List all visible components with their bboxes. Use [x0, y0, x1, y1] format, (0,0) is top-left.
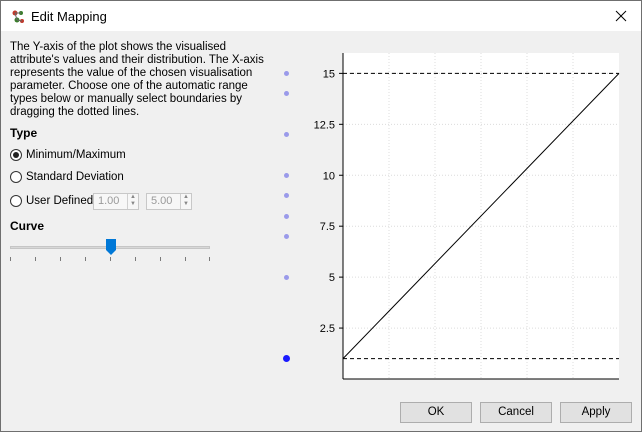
radio-label: User Defined	[26, 195, 94, 207]
slider-tick	[10, 257, 11, 261]
spin-up-icon[interactable]: ▲	[130, 194, 136, 200]
curve-slider[interactable]	[10, 237, 210, 261]
distribution-dot	[283, 213, 289, 219]
app-logo-icon	[12, 10, 24, 23]
slider-tick	[135, 257, 136, 261]
type-section-label: Type	[10, 126, 38, 140]
y-tick-label: 15	[323, 68, 335, 80]
description-text: The Y-axis of the plot shows the visuali…	[10, 41, 264, 118]
slider-tick	[35, 257, 36, 261]
radio-button[interactable]	[10, 171, 22, 183]
cancel-button[interactable]: Cancel	[480, 402, 552, 423]
y-tick-label: 12.5	[314, 119, 335, 131]
apply-button[interactable]: Apply	[560, 402, 632, 423]
radio-label: Minimum/Maximum	[26, 149, 126, 161]
slider-tick	[185, 257, 186, 261]
slider-tick	[160, 257, 161, 261]
radio-button[interactable]	[10, 195, 22, 207]
title-bar: Edit Mapping	[1, 1, 641, 31]
radio-button[interactable]	[10, 149, 22, 161]
y-tick-label: 2.5	[320, 323, 335, 335]
spin-arrows[interactable]: ▲ ▼	[180, 194, 191, 209]
slider-tick	[60, 257, 61, 261]
slider-tick	[209, 257, 210, 261]
distribution-dot	[283, 70, 289, 76]
distribution-dot	[283, 274, 289, 280]
user-min-spinbox[interactable]: 1.00 ▲ ▼	[93, 193, 139, 210]
user-max-spinbox[interactable]: 5.00 ▲ ▼	[146, 193, 192, 210]
spin-down-icon[interactable]: ▼	[183, 201, 189, 207]
radio-standard-deviation[interactable]: Standard Deviation	[10, 171, 124, 183]
window-title: Edit Mapping	[31, 9, 107, 24]
y-tick-label: 10	[323, 170, 335, 182]
mapping-plot[interactable]: 15 12.5 10 7.5 5 2.5	[301, 41, 631, 391]
slider-tick	[85, 257, 86, 261]
close-icon	[615, 10, 627, 22]
mapping-line	[342, 73, 620, 359]
curve-section-label: Curve	[10, 219, 45, 233]
close-button[interactable]	[601, 1, 641, 31]
y-tick-label: 7.5	[320, 221, 335, 233]
distribution-dot	[283, 233, 289, 239]
ok-button[interactable]: OK	[400, 402, 472, 423]
spin-down-icon[interactable]: ▼	[130, 201, 136, 207]
spin-arrows[interactable]: ▲ ▼	[127, 194, 138, 209]
distribution-dot	[283, 91, 289, 97]
y-tick-label: 5	[329, 272, 335, 284]
distribution-dot	[283, 172, 289, 178]
radio-label: Standard Deviation	[26, 171, 124, 183]
user-min-value: 1.00	[98, 195, 120, 207]
radio-minimum-maximum[interactable]: Minimum/Maximum	[10, 149, 126, 161]
slider-handle[interactable]	[106, 239, 116, 255]
spin-up-icon[interactable]: ▲	[183, 194, 189, 200]
distribution-dot	[283, 132, 289, 137]
slider-tick	[110, 257, 111, 261]
radio-user-defined[interactable]: User Defined	[10, 195, 93, 207]
distribution-dot	[283, 193, 289, 199]
distribution-dot	[282, 355, 290, 363]
user-max-value: 5.00	[151, 195, 173, 207]
